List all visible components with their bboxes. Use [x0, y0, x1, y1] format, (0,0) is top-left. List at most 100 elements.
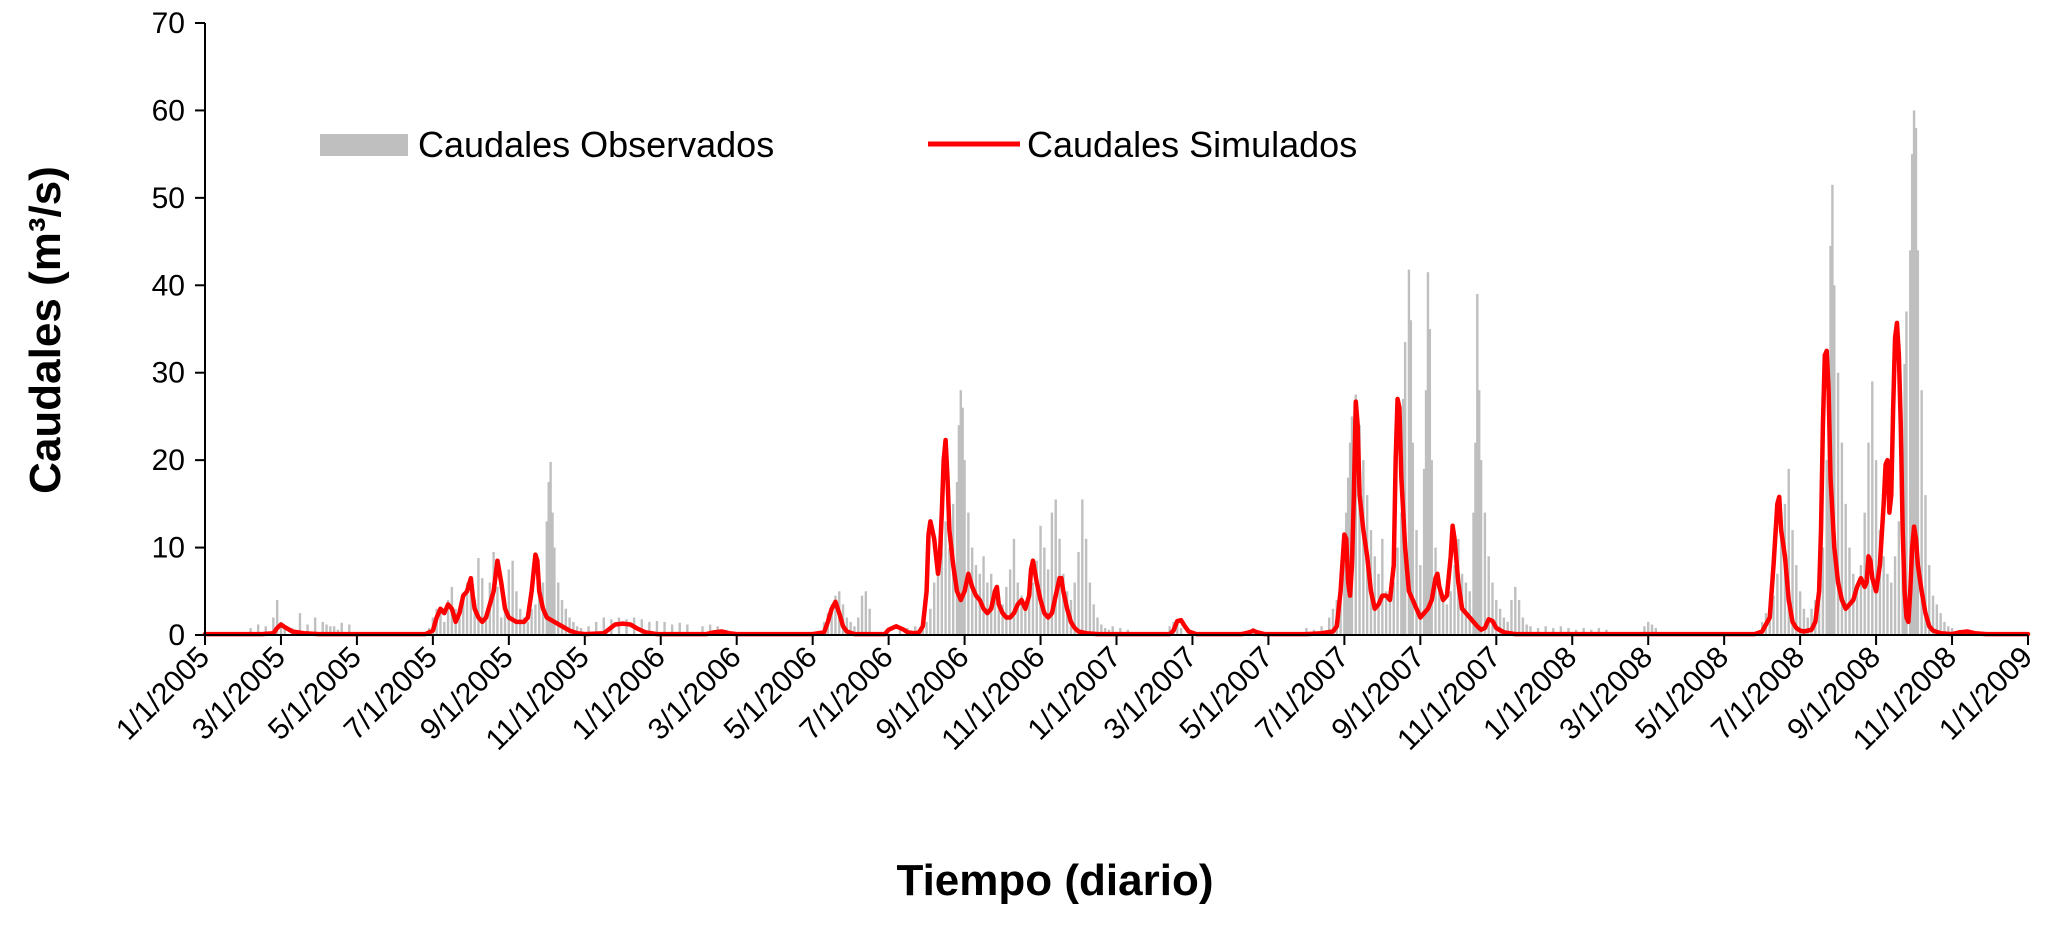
observed-bar	[1935, 604, 1939, 635]
observed-bar	[1491, 582, 1494, 635]
observed-bar	[1407, 269, 1411, 635]
observed-bar	[1400, 512, 1403, 635]
observed-bar	[1947, 626, 1950, 635]
x-axis-title: Tiempo (diario)	[897, 856, 1214, 905]
observed-bar	[1833, 285, 1836, 635]
observed-bar	[283, 626, 286, 635]
observed-bar	[670, 624, 674, 635]
observed-bar	[1088, 582, 1092, 635]
legend-observed-label: Caudales Observados	[418, 124, 774, 165]
observed-bar	[496, 586, 499, 635]
observed-bar	[1062, 573, 1065, 635]
observed-bar	[1859, 565, 1863, 635]
observed-bar	[1517, 600, 1521, 635]
observed-bar	[933, 582, 936, 635]
observed-bar	[1478, 390, 1481, 635]
observed-bar	[534, 604, 537, 635]
observed-bar	[1514, 586, 1517, 635]
observed-bar	[1874, 460, 1878, 635]
observed-bar	[1043, 547, 1046, 635]
observed-bar	[959, 390, 962, 635]
y-tick-label: 70	[152, 7, 185, 40]
observed-bar	[1893, 556, 1897, 635]
observed-bar	[1886, 573, 1889, 635]
observed-bar	[507, 569, 511, 635]
observed-bar	[1381, 538, 1384, 635]
observed-bar	[1871, 381, 1874, 635]
observed-bar	[1882, 556, 1885, 635]
observed-bar	[857, 617, 860, 635]
y-tick-label: 30	[152, 357, 185, 390]
observed-bar	[1362, 460, 1365, 635]
observed-bar	[1035, 560, 1038, 635]
observed-bar	[1654, 628, 1657, 635]
observed-bar	[1821, 547, 1825, 635]
observed-bar	[568, 617, 571, 635]
observed-bar	[625, 619, 628, 635]
observed-bar	[929, 608, 932, 635]
observed-bar	[1327, 617, 1331, 635]
observed-bar	[1525, 624, 1528, 635]
observed-bar	[1903, 363, 1906, 635]
observed-bar	[1928, 565, 1931, 635]
observed-bar	[1502, 617, 1506, 635]
observed-bar	[1878, 530, 1882, 635]
observed-bar	[329, 626, 332, 635]
observed-bar	[1354, 394, 1357, 635]
observed-bar	[1103, 628, 1107, 635]
observed-bar	[1912, 110, 1916, 636]
observed-bar	[1798, 591, 1802, 635]
y-axis-title: Caudales (m³/s)	[21, 166, 70, 494]
observed-bar	[1582, 628, 1585, 635]
observed-bar	[313, 617, 317, 635]
observed-bar	[1810, 608, 1813, 635]
observed-bar	[1483, 512, 1487, 635]
observed-bar	[868, 608, 871, 635]
observed-bar	[511, 560, 514, 635]
observed-bar	[515, 591, 518, 635]
observed-bar	[469, 591, 473, 635]
observed-bar	[443, 621, 446, 635]
observed-bar	[1046, 569, 1050, 635]
observed-bar	[1092, 604, 1095, 635]
x-axis-ticks: 1/1/20053/1/20055/1/20057/1/20059/1/2005…	[110, 635, 2039, 757]
observed-bar	[1867, 442, 1870, 635]
observed-bar	[1168, 626, 1171, 635]
observed-bar	[1825, 460, 1828, 635]
observed-bar	[538, 595, 541, 635]
observed-bar	[1536, 628, 1540, 635]
observed-bar	[1643, 626, 1646, 635]
observed-bar	[1409, 320, 1413, 635]
observed-bar	[1498, 608, 1502, 635]
observed-bar	[1806, 617, 1809, 635]
observed-bar	[1388, 600, 1392, 635]
y-tick-label: 60	[152, 94, 185, 127]
observed-bar	[547, 482, 550, 635]
observed-bar	[1950, 628, 1954, 635]
observed-bar	[1495, 600, 1498, 635]
observed-bar	[1479, 460, 1483, 635]
observed-bar	[1909, 250, 1912, 635]
observed-bar	[1426, 272, 1430, 635]
observed-bar	[306, 624, 309, 635]
observed-bar	[477, 558, 480, 635]
observed-bar	[936, 556, 940, 635]
observed-bar	[1855, 591, 1859, 635]
observed-bar	[1510, 600, 1513, 635]
observed-bar	[1464, 582, 1468, 635]
observed-bar	[1863, 512, 1866, 635]
observed-bar	[1939, 613, 1942, 635]
observed-bar	[1920, 390, 1923, 635]
observed-bar	[530, 608, 533, 635]
observed-bar	[1111, 626, 1114, 635]
observed-bar	[1840, 442, 1844, 635]
observed-bar	[1897, 521, 1901, 635]
observed-bar	[264, 626, 267, 635]
observed-bar	[1647, 621, 1650, 635]
observed-bar	[1008, 569, 1012, 635]
observed-bar	[1331, 608, 1335, 635]
observed-bar	[560, 600, 564, 635]
observed-bar	[1073, 582, 1076, 635]
observed-bar	[549, 461, 552, 635]
